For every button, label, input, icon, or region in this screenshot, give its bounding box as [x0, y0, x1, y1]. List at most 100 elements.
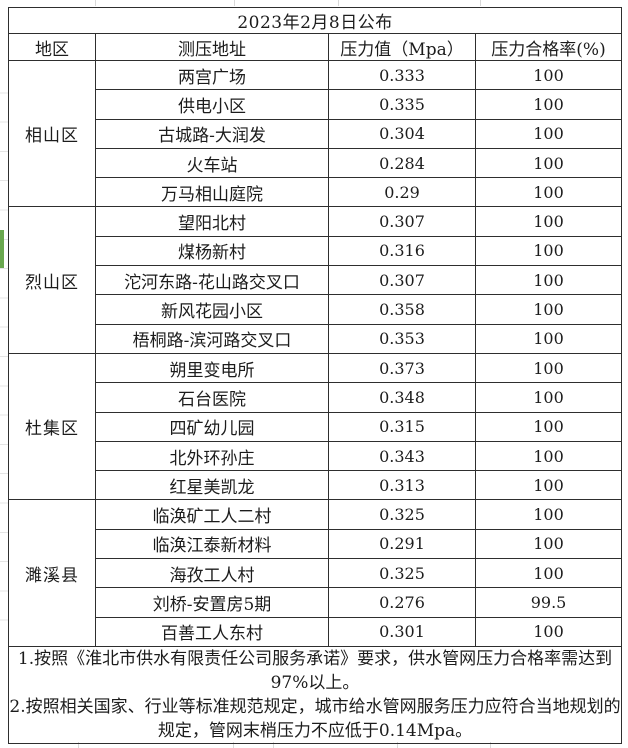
- col-header-region[interactable]: 地区: [8, 33, 96, 61]
- address-cell[interactable]: 万马相山庭院: [95, 177, 329, 208]
- rate-cell[interactable]: 100: [474, 177, 623, 208]
- sheet-gridline: [480, 0, 481, 6]
- pressure-cell[interactable]: 0.358: [328, 294, 476, 325]
- address-cell[interactable]: 火车站: [95, 147, 329, 179]
- table-row: 刘桥-安置房5期 0.276 99.5: [9, 587, 623, 618]
- table-row: 沱河东路-花山路交叉口 0.307 100: [9, 265, 623, 296]
- address-cell[interactable]: 望阳北村: [95, 206, 329, 237]
- rate-cell[interactable]: 100: [474, 411, 623, 442]
- address-cell[interactable]: 四矿幼儿园: [95, 411, 329, 442]
- pressure-cell[interactable]: 0.325: [328, 499, 476, 530]
- address-cell[interactable]: 沱河东路-花山路交叉口: [95, 265, 329, 296]
- address-cell[interactable]: 刘桥-安置房5期: [95, 587, 329, 618]
- table-row: 海孜工人村 0.325 100: [9, 558, 623, 589]
- rate-cell[interactable]: 100: [474, 470, 623, 501]
- pressure-cell[interactable]: 0.291: [328, 528, 476, 560]
- rate-cell[interactable]: 100: [474, 352, 623, 384]
- rate-cell[interactable]: 100: [474, 528, 623, 560]
- pressure-cell[interactable]: 0.348: [328, 382, 476, 413]
- table-row: 百善工人东村 0.301 100: [9, 616, 623, 647]
- table-row: 供电小区 0.335 100: [9, 89, 623, 120]
- pressure-cell[interactable]: 0.304: [328, 118, 476, 149]
- pressure-cell[interactable]: 0.325: [328, 558, 476, 589]
- rate-cell[interactable]: 100: [474, 323, 623, 354]
- pressure-cell[interactable]: 0.373: [328, 352, 476, 384]
- rate-cell[interactable]: 100: [474, 147, 623, 179]
- pressure-cell[interactable]: 0.284: [328, 147, 476, 179]
- rate-cell[interactable]: 100: [474, 616, 623, 647]
- pressure-cell[interactable]: 0.315: [328, 411, 476, 442]
- address-cell[interactable]: 梧桐路-滨河路交叉口: [95, 323, 329, 354]
- pressure-report-table: 2023年2月8日公布 地区 测压地址 压力值（Mpa） 压力合格率(%) 相山…: [7, 7, 623, 744]
- footer-notes: 1.按照《淮北市供水有限责任公司服务承诺》要求，供水管网压力合格率需达到97%以…: [7, 645, 623, 744]
- rate-cell[interactable]: 100: [474, 499, 623, 530]
- sheet-gridline: [273, 742, 274, 748]
- sheet-gridline: [490, 742, 491, 748]
- pressure-cell[interactable]: 0.313: [328, 470, 476, 501]
- table-row: 新风花园小区 0.358 100: [9, 294, 623, 325]
- table-row: 临涣江泰新材料 0.291 100: [9, 528, 623, 560]
- address-cell[interactable]: 百善工人东村: [95, 616, 329, 647]
- pressure-cell[interactable]: 0.307: [328, 265, 476, 296]
- region-cell[interactable]: 濉溪县: [8, 499, 96, 647]
- table-row: 古城路-大润发 0.304 100: [9, 118, 623, 149]
- address-cell[interactable]: 临涣矿工人二村: [95, 499, 329, 530]
- sheet-gridline: [234, 0, 235, 6]
- rate-cell[interactable]: 100: [474, 294, 623, 325]
- rate-cell[interactable]: 100: [474, 206, 623, 237]
- pressure-cell[interactable]: 0.301: [328, 616, 476, 647]
- table-row: 火车站 0.284 100: [9, 147, 623, 179]
- address-cell[interactable]: 朔里变电所: [95, 352, 329, 384]
- rate-cell[interactable]: 100: [474, 59, 623, 91]
- pressure-cell[interactable]: 0.353: [328, 323, 476, 354]
- rate-cell[interactable]: 100: [474, 558, 623, 589]
- notes-row: 1.按照《淮北市供水有限责任公司服务承诺》要求，供水管网压力合格率需达到97%以…: [7, 645, 623, 744]
- region-cell[interactable]: 烈山区: [8, 206, 96, 354]
- rate-cell[interactable]: 100: [474, 235, 623, 267]
- address-cell[interactable]: 海孜工人村: [95, 558, 329, 589]
- header-row: 地区 测压地址 压力值（Mpa） 压力合格率(%): [8, 33, 623, 61]
- col-header-address[interactable]: 测压地址: [95, 33, 329, 61]
- rate-cell[interactable]: 100: [474, 440, 623, 472]
- table-row: 梧桐路-滨河路交叉口 0.353 100: [9, 323, 623, 354]
- sheet-gridline: [233, 742, 234, 748]
- address-cell[interactable]: 供电小区: [95, 89, 329, 120]
- sheet-row-gridlines: [0, 64, 8, 642]
- pressure-cell[interactable]: 0.29: [328, 177, 476, 208]
- address-cell[interactable]: 古城路-大润发: [95, 118, 329, 149]
- address-cell[interactable]: 新风花园小区: [95, 294, 329, 325]
- table-row: 杜集区 朔里变电所 0.373 100: [8, 352, 623, 501]
- sheet-gridline: [338, 0, 339, 6]
- table-row: 相山区 两宫广场 0.333 100: [8, 59, 623, 208]
- col-header-pressure[interactable]: 压力值（Mpa）: [328, 33, 476, 61]
- table-row: 四矿幼儿园 0.315 100: [9, 411, 623, 442]
- col-header-rate[interactable]: 压力合格率(%): [474, 33, 623, 61]
- pressure-cell[interactable]: 0.316: [328, 235, 476, 267]
- pressure-cell[interactable]: 0.335: [328, 89, 476, 120]
- table-row: 万马相山庭院 0.29 100: [9, 177, 623, 208]
- sheet-gridline: [397, 742, 398, 748]
- rate-cell[interactable]: 100: [474, 118, 623, 149]
- region-cell[interactable]: 杜集区: [8, 352, 96, 501]
- title-row: 2023年2月8日公布: [7, 7, 623, 34]
- address-cell[interactable]: 红星美凯龙: [95, 470, 329, 501]
- address-cell[interactable]: 临涣江泰新材料: [95, 528, 329, 560]
- pressure-cell[interactable]: 0.307: [328, 206, 476, 237]
- address-cell[interactable]: 两宫广场: [95, 59, 329, 91]
- pressure-cell[interactable]: 0.276: [328, 587, 476, 618]
- pressure-cell[interactable]: 0.343: [328, 440, 476, 472]
- address-cell[interactable]: 煤杨新村: [95, 235, 329, 267]
- sheet-gridline: [95, 0, 96, 6]
- rate-cell[interactable]: 100: [474, 89, 623, 120]
- table-row: 北外环孙庄 0.343 100: [9, 440, 623, 472]
- rate-cell[interactable]: 99.5: [474, 587, 623, 618]
- rate-cell[interactable]: 100: [474, 382, 623, 413]
- region-cell[interactable]: 相山区: [8, 59, 96, 208]
- rate-cell[interactable]: 100: [474, 265, 623, 296]
- table-row: 煤杨新村 0.316 100: [9, 235, 623, 267]
- address-cell[interactable]: 北外环孙庄: [95, 440, 329, 472]
- note-1: 1.按照《淮北市供水有限责任公司服务承诺》要求，供水管网压力合格率需达到97%以…: [17, 648, 613, 693]
- table-row: 濉溪县 临涣矿工人二村 0.325 100: [8, 499, 623, 647]
- pressure-cell[interactable]: 0.333: [328, 59, 476, 91]
- address-cell[interactable]: 石台医院: [95, 382, 329, 413]
